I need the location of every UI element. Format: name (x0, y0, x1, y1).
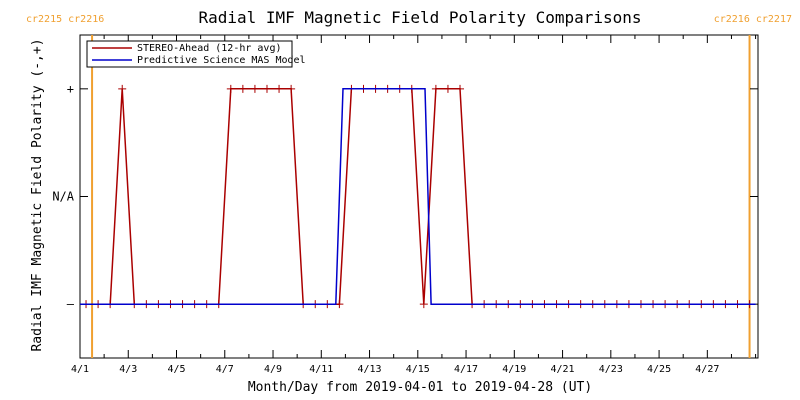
series-mas-model (80, 88, 756, 305)
data-point (226, 84, 235, 93)
legend-label-mas-model: Predictive Science MAS Model (137, 55, 306, 66)
x-tick-label: 4/19 (502, 364, 526, 375)
y-axis-ticks: + N/A – (52, 82, 758, 311)
legend: STEREO-Ahead (12-hr avg) Predictive Scie… (86, 40, 306, 68)
series-stereo-ahead (82, 84, 754, 309)
carrington-boundaries (91, 35, 751, 358)
x-tick-label: 4/7 (216, 364, 234, 375)
plot-border (79, 34, 759, 359)
x-tick-label: 4/9 (264, 364, 282, 375)
data-point (118, 84, 127, 93)
data-point (419, 300, 428, 309)
x-tick-label: 4/27 (695, 364, 719, 375)
x-tick-label: 4/3 (119, 364, 137, 375)
x-tick-label: 4/21 (551, 364, 575, 375)
data-point (335, 300, 344, 309)
series-line (80, 88, 756, 305)
data-point (262, 84, 271, 93)
x-tick-label: 4/11 (309, 364, 333, 375)
data-point (250, 84, 259, 93)
series-line (86, 88, 750, 305)
data-point (431, 84, 440, 93)
x-tick-label: 4/13 (357, 364, 381, 375)
data-point (443, 84, 452, 93)
x-tick-label: 4/5 (167, 364, 185, 375)
x-tick-label: 4/23 (599, 364, 623, 375)
x-tick-label: 4/17 (454, 364, 478, 375)
legend-box (86, 40, 293, 68)
data-point (456, 84, 465, 93)
chart-title: Radial IMF Magnetic Field Polarity Compa… (198, 8, 641, 27)
y-tick-label: – (67, 297, 75, 311)
x-tick-label: 4/25 (647, 364, 671, 375)
y-axis-label: Radial IMF Magnetic Field Polarity (-,+) (30, 38, 45, 351)
plot-area (79, 34, 759, 359)
y-tick-label: + (67, 82, 74, 96)
series-layer (80, 84, 756, 309)
carrington-label-right: cr2216 cr2217 (714, 14, 792, 25)
legend-label-stereo: STEREO-Ahead (12-hr avg) (137, 43, 282, 54)
x-axis-label: Month/Day from 2019-04-01 to 2019-04-28 … (248, 380, 592, 395)
data-point (287, 84, 296, 93)
x-tick-label: 4/15 (406, 364, 430, 375)
carrington-label-left: cr2215 cr2216 (26, 14, 104, 25)
x-axis-ticks: 4/1 4/3 4/5 4/7 4/9 4/11 4/13 4/15 4/17 4/19 4/21 4… (71, 35, 757, 375)
x-tick-label: 4/1 (71, 364, 89, 375)
data-point (275, 84, 284, 93)
data-point (238, 84, 247, 93)
y-tick-label: N/A (52, 190, 74, 204)
